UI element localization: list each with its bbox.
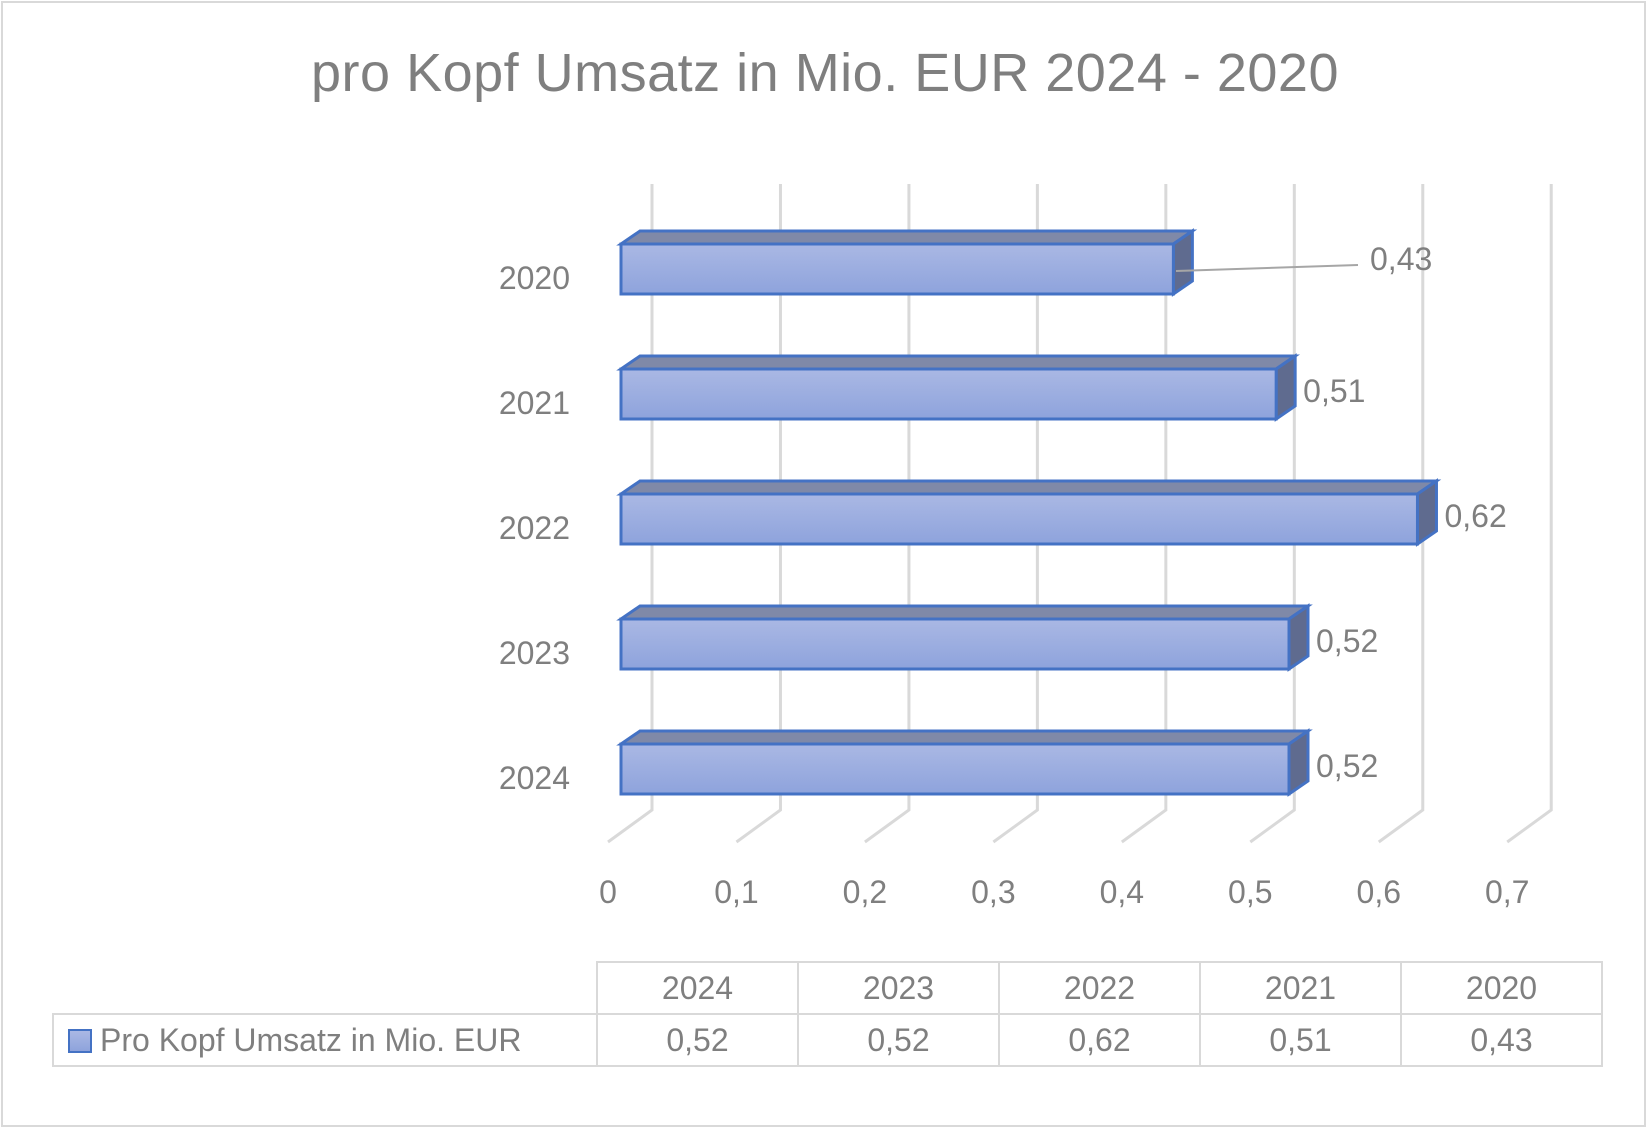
data-table-row: Pro Kopf Umsatz in Mio. EUR 0,52 0,52 0,… (52, 1013, 1603, 1067)
bar-2023 (616, 603, 1313, 672)
data-label: 0,52 (1316, 748, 1379, 784)
x-tick-label: 0,1 (714, 874, 759, 910)
x-tick-label: 0,2 (842, 874, 888, 910)
x-tick-label: 0 (599, 874, 617, 910)
y-tick-label: 2022 (498, 510, 570, 546)
data-table-cell: 0,52 (797, 1013, 1000, 1067)
y-tick-label: 2020 (498, 260, 570, 296)
y-tick-label: 2021 (498, 385, 570, 421)
data-label: 0,51 (1303, 373, 1366, 409)
legend-swatch-icon (68, 1028, 92, 1053)
data-table-header: 2023 (797, 961, 1000, 1015)
legend-entry: Pro Kopf Umsatz in Mio. EUR (52, 1013, 598, 1067)
leader-line-2020 (1175, 264, 1359, 272)
data-table-header: 2021 (1199, 961, 1402, 1015)
data-table-corner (53, 962, 598, 1015)
y-tick-label: 2023 (498, 635, 570, 671)
y-tick-label: 2024 (498, 760, 570, 796)
x-tick-label: 0,7 (1484, 874, 1530, 910)
data-table-cell: 0,52 (596, 1013, 799, 1067)
data-table-cell: 0,62 (998, 1013, 1201, 1067)
x-tick-label: 0,6 (1356, 874, 1401, 910)
bar-2022 (616, 478, 1442, 547)
chart-title: pro Kopf Umsatz in Mio. EUR 2024 - 2020 (311, 43, 1339, 103)
data-label: 0,52 (1316, 623, 1379, 659)
x-tick-label: 0,5 (1228, 874, 1273, 910)
bar-2021 (616, 353, 1301, 422)
bars (616, 228, 1442, 797)
data-table: 2024 2023 2022 2021 2020 Pro Kopf Umsatz… (52, 961, 1603, 1067)
data-table-header: 2020 (1400, 961, 1603, 1015)
data-table-header: 2024 (596, 961, 799, 1015)
data-table-header: 2022 (998, 961, 1201, 1015)
bar-2024 (616, 728, 1313, 797)
data-label: 0,43 (1370, 241, 1433, 277)
data-table-header-row: 2024 2023 2022 2021 2020 (53, 961, 1603, 1015)
legend-label: Pro Kopf Umsatz in Mio. EUR (100, 1021, 522, 1058)
data-label: 0,62 (1444, 498, 1507, 534)
data-table-cell: 0,51 (1199, 1013, 1402, 1067)
x-tick-label: 0,3 (971, 874, 1016, 910)
data-table-cell: 0,43 (1400, 1013, 1603, 1067)
x-tick-label: 0,4 (1099, 874, 1145, 910)
bar-2020 (616, 228, 1198, 297)
